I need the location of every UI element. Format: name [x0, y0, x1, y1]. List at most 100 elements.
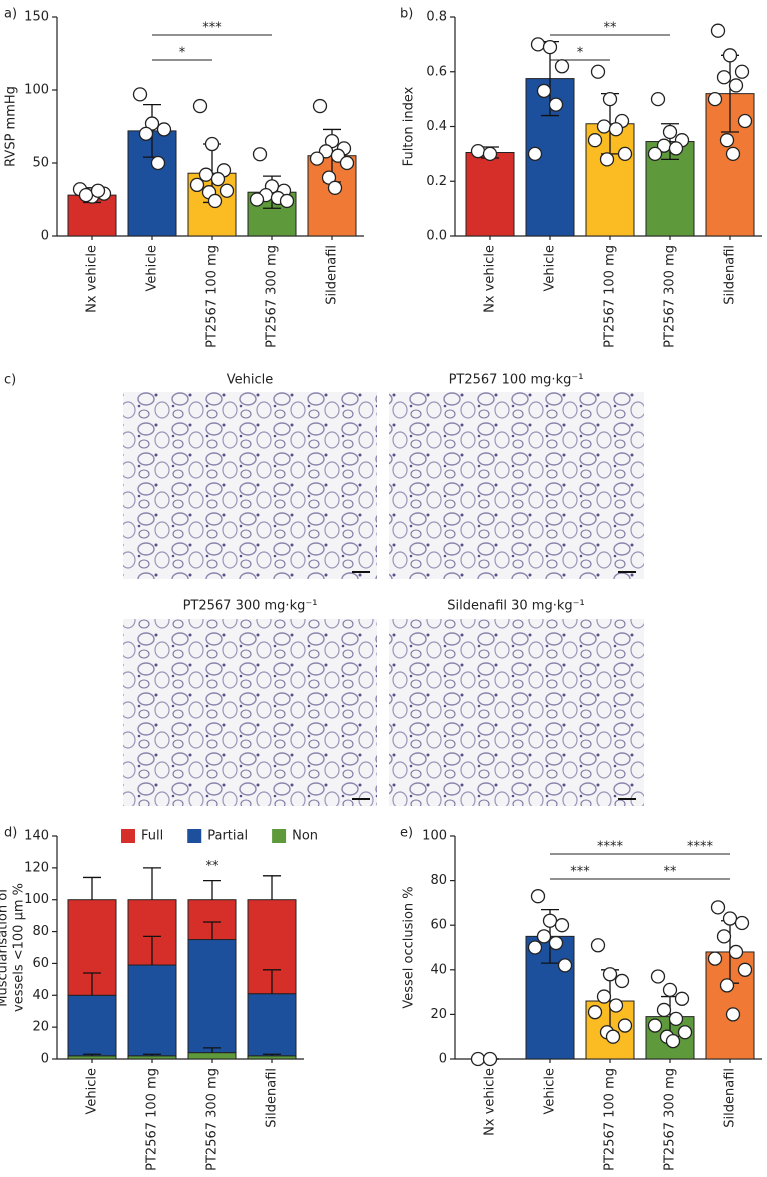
data-point: [707, 91, 723, 107]
data-point: [608, 998, 624, 1013]
y-tick-label: 100: [24, 892, 49, 907]
y-tick-label: 60: [430, 918, 447, 933]
data-point: [617, 146, 633, 162]
data-point: [665, 1034, 681, 1049]
data-point: [192, 98, 208, 114]
x-tick-label: Nx vehicle: [483, 1068, 498, 1136]
data-point: [249, 192, 265, 207]
data-point: [210, 171, 226, 187]
micrograph: [389, 392, 644, 579]
y-tick-label: 0.2: [426, 174, 447, 189]
legend-label: Partial: [207, 829, 248, 844]
micrograph-title: PT2567 100 mg·kg⁻¹: [449, 373, 584, 388]
micrograph: [123, 619, 377, 806]
data-point: [90, 183, 106, 198]
data-point: [737, 962, 753, 977]
bar-segment: [187, 939, 237, 1054]
data-point: [719, 133, 735, 148]
panel-label: c): [4, 373, 16, 388]
y-tick-label: 40: [32, 988, 49, 1003]
y-tick-label: 50: [32, 156, 49, 171]
bar-segment: [127, 964, 177, 1057]
bar-segment: [247, 993, 297, 1057]
data-point: [668, 1011, 684, 1027]
data-point: [587, 133, 603, 148]
x-tick-label: Sildenafil: [265, 1068, 280, 1128]
y-tick-label: 150: [24, 10, 49, 25]
data-point: [554, 59, 570, 74]
y-tick-label: 0: [41, 229, 49, 244]
data-point: [590, 64, 606, 79]
data-point: [339, 155, 355, 171]
data-point: [252, 147, 268, 162]
micrograph: [123, 392, 377, 579]
data-point: [482, 146, 498, 162]
micrograph-title: Vehicle: [227, 373, 274, 388]
significance-label: ****: [687, 840, 714, 855]
significance-label: ***: [570, 865, 590, 880]
data-point: [722, 48, 738, 63]
data-point: [138, 126, 154, 141]
y-tick-label: 120: [24, 860, 49, 875]
data-point: [734, 64, 750, 79]
data-point: [327, 180, 343, 195]
panel-label: e): [400, 826, 413, 841]
y-tick-label: 0.0: [426, 229, 447, 244]
data-point: [542, 913, 558, 928]
y-tick-label: 0.6: [426, 64, 447, 79]
legend-swatch: [121, 829, 135, 843]
data-point: [719, 978, 735, 993]
data-point: [656, 1002, 672, 1018]
legend-swatch: [187, 829, 202, 843]
data-point: [710, 900, 726, 915]
data-point: [482, 1051, 498, 1067]
data-point: [725, 146, 741, 162]
y-axis-label: vessels <100 µm %: [12, 883, 27, 1012]
data-point: [542, 39, 558, 55]
data-point: [207, 193, 223, 209]
y-axis-label: Muscularisation of: [0, 888, 11, 1007]
data-point: [596, 119, 612, 134]
x-tick-label: PT2567 100 mg: [205, 245, 220, 348]
data-point: [536, 929, 552, 944]
x-tick-label: Vehicle: [85, 1068, 100, 1115]
data-point: [716, 70, 732, 85]
data-point: [710, 23, 726, 38]
data-point: [590, 938, 606, 953]
data-point: [647, 1018, 663, 1033]
bar-segment: [67, 994, 117, 1057]
data-point: [78, 187, 94, 203]
data-point: [605, 1029, 621, 1044]
data-point: [470, 1051, 486, 1067]
x-tick-label: PT2567 300 mg: [205, 1068, 220, 1171]
micrograph-title: PT2567 300 mg·kg⁻¹: [183, 599, 318, 614]
y-tick-label: 100: [24, 83, 49, 98]
significance-label: ***: [202, 21, 222, 36]
data-point: [662, 982, 678, 998]
data-point: [734, 915, 750, 931]
x-tick-label: Vehicle: [543, 245, 558, 292]
y-tick-label: 0.8: [426, 10, 447, 25]
y-tick-label: 20: [430, 1007, 447, 1022]
x-tick-label: PT2567 100 mg: [603, 245, 618, 348]
legend-swatch: [272, 829, 287, 843]
y-tick-label: 0: [439, 1052, 447, 1067]
data-point: [668, 141, 684, 156]
data-point: [614, 973, 630, 989]
y-tick-label: 20: [32, 1020, 49, 1035]
data-point: [470, 143, 486, 159]
x-tick-label: PT2567 300 mg: [663, 1068, 678, 1171]
data-point: [557, 958, 573, 973]
y-axis-label: Fulton index: [402, 86, 417, 166]
data-point: [707, 951, 723, 966]
y-tick-label: 80: [430, 873, 447, 888]
data-point: [602, 91, 618, 107]
data-point: [722, 911, 738, 926]
data-point: [647, 146, 663, 162]
significance-label: **: [206, 859, 220, 874]
data-point: [737, 113, 753, 129]
data-point: [677, 1025, 693, 1040]
bar: [465, 152, 515, 237]
micrograph-title: Sildenafil 30 mg·kg⁻¹: [447, 599, 584, 614]
